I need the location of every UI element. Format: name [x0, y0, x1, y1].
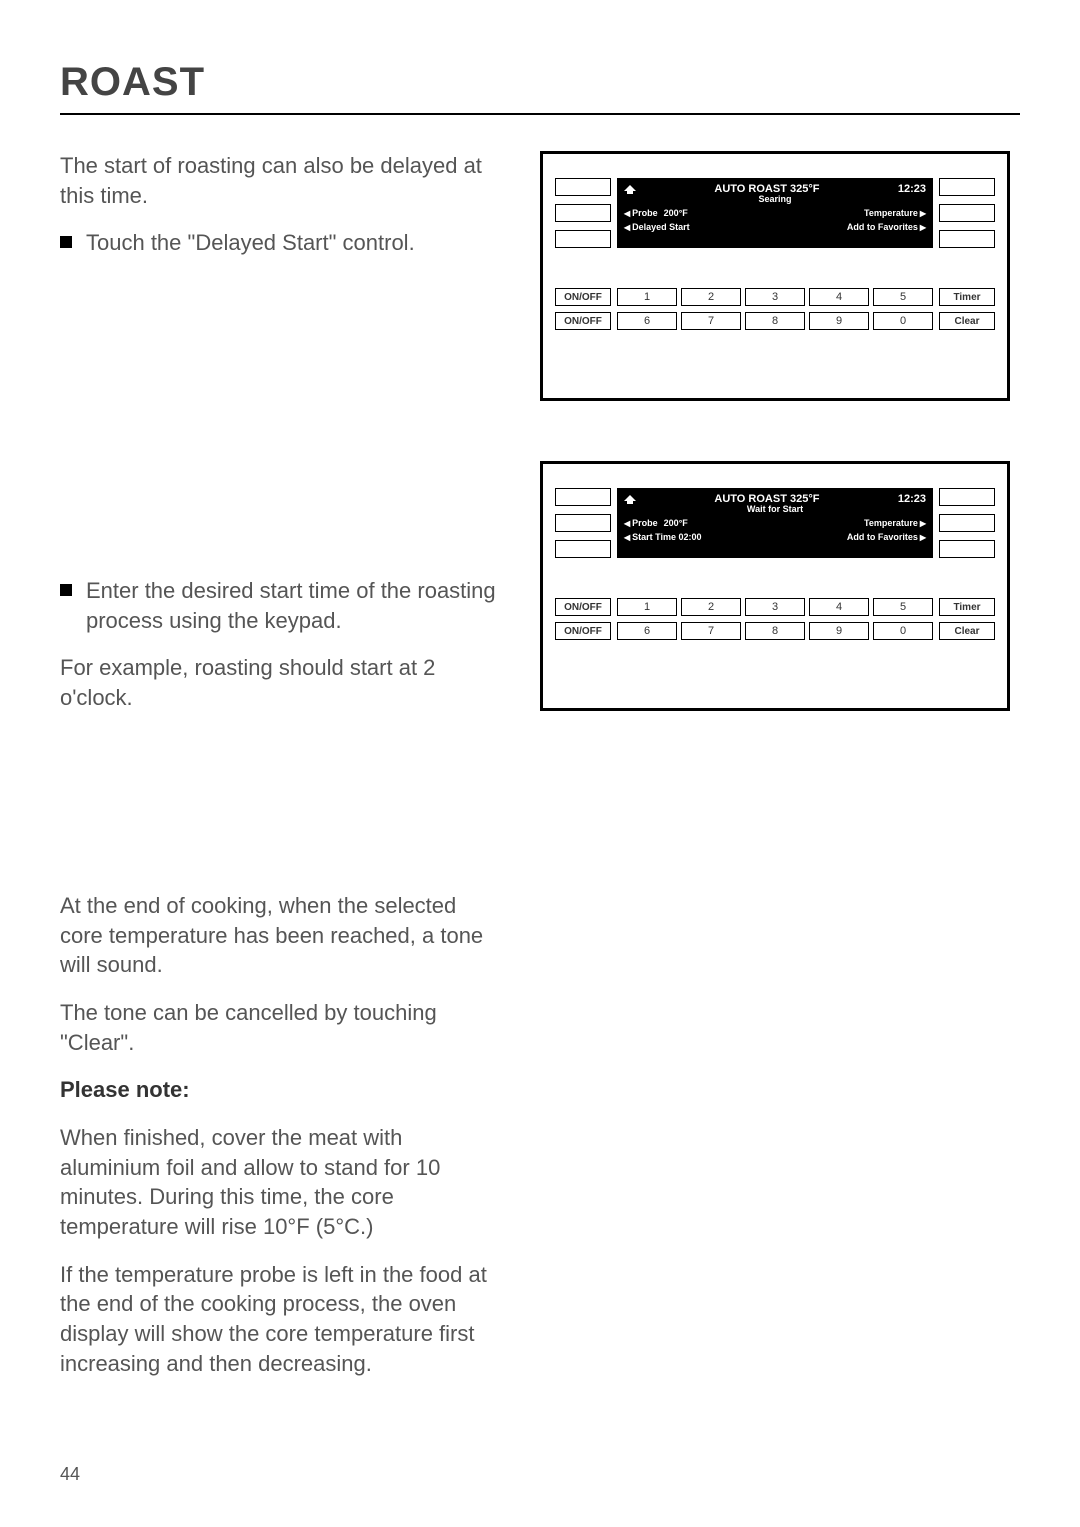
blank-button[interactable]	[555, 178, 611, 196]
probe-label: Probe	[624, 208, 658, 218]
blank-button[interactable]	[939, 488, 995, 506]
blank-button[interactable]	[939, 230, 995, 248]
right-button-stack	[939, 488, 995, 558]
left-column: The start of roasting can also be delaye…	[60, 151, 500, 1396]
note-para-1: When finished, cover the meat with alumi…	[60, 1123, 500, 1242]
blank-button[interactable]	[555, 514, 611, 532]
key-6[interactable]: 6	[617, 312, 677, 330]
display-subtitle: Searing	[624, 194, 926, 204]
blank-button[interactable]	[939, 540, 995, 558]
intro-text: The start of roasting can also be delaye…	[60, 151, 500, 210]
note-para-2: If the temperature probe is left in the …	[60, 1260, 500, 1379]
page-number: 44	[60, 1464, 80, 1485]
page-title: ROAST	[60, 60, 1020, 115]
key-9[interactable]: 9	[809, 312, 869, 330]
key-4[interactable]: 4	[809, 288, 869, 306]
onoff-button[interactable]: ON/OFF	[555, 288, 611, 306]
bullet-icon	[60, 236, 72, 248]
oven-display: AUTO ROAST 325°F 12:23 Wait for Start Pr…	[617, 488, 933, 558]
blank-button[interactable]	[555, 488, 611, 506]
key-5[interactable]: 5	[873, 288, 933, 306]
content-area: The start of roasting can also be delaye…	[60, 151, 1020, 1396]
left-button-stack	[555, 178, 611, 248]
end-cooking-text: At the end of cooking, when the selected…	[60, 891, 500, 980]
bullet-text-2: Enter the desired start time of the roas…	[86, 576, 500, 635]
key-2[interactable]: 2	[681, 288, 741, 306]
key-2[interactable]: 2	[681, 598, 741, 616]
keypad: 1 2 3 4 5 6 7 8 9 0	[617, 288, 933, 330]
probe-temp: 200°F	[664, 208, 688, 218]
start-time-label: Start Time 02:00	[624, 532, 702, 542]
blank-button[interactable]	[555, 204, 611, 222]
onoff-button[interactable]: ON/OFF	[555, 598, 611, 616]
bullet-icon	[60, 584, 72, 596]
temperature-label: Temperature	[864, 208, 926, 218]
right-button-stack	[939, 178, 995, 248]
oven-panel-1: AUTO ROAST 325°F 12:23 Searing Probe 200…	[540, 151, 1010, 401]
example-text: For example, roasting should start at 2 …	[60, 653, 500, 712]
probe-label: Probe	[624, 518, 658, 528]
key-0[interactable]: 0	[873, 312, 933, 330]
oven-display: AUTO ROAST 325°F 12:23 Searing Probe 200…	[617, 178, 933, 248]
key-1[interactable]: 1	[617, 288, 677, 306]
home-icon	[624, 183, 636, 195]
blank-button[interactable]	[555, 230, 611, 248]
display-clock: 12:23	[898, 183, 926, 195]
add-favorites-label: Add to Favorites	[847, 532, 926, 542]
blank-button[interactable]	[939, 514, 995, 532]
key-7[interactable]: 7	[681, 622, 741, 640]
note-heading: Please note:	[60, 1075, 500, 1105]
keypad: 1 2 3 4 5 6 7 8 9 0	[617, 598, 933, 640]
oven-panel-2: AUTO ROAST 325°F 12:23 Wait for Start Pr…	[540, 461, 1010, 711]
key-3[interactable]: 3	[745, 288, 805, 306]
right-column: AUTO ROAST 325°F 12:23 Searing Probe 200…	[540, 151, 1020, 1396]
probe-temp: 200°F	[664, 518, 688, 528]
blank-button[interactable]	[555, 540, 611, 558]
home-icon	[624, 493, 636, 505]
key-5[interactable]: 5	[873, 598, 933, 616]
bullet-item-2: Enter the desired start time of the roas…	[60, 576, 500, 635]
display-subtitle: Wait for Start	[624, 504, 926, 514]
key-6[interactable]: 6	[617, 622, 677, 640]
add-favorites-label: Add to Favorites	[847, 222, 926, 232]
key-8[interactable]: 8	[745, 312, 805, 330]
clear-button[interactable]: Clear	[939, 622, 995, 640]
bullet-text-1: Touch the "Delayed Start" control.	[86, 228, 415, 258]
blank-button[interactable]	[939, 204, 995, 222]
bullet-item-1: Touch the "Delayed Start" control.	[60, 228, 500, 258]
delayed-start-label: Delayed Start	[624, 222, 690, 232]
left-button-stack	[555, 488, 611, 558]
temperature-label: Temperature	[864, 518, 926, 528]
key-1[interactable]: 1	[617, 598, 677, 616]
key-9[interactable]: 9	[809, 622, 869, 640]
display-clock: 12:23	[898, 493, 926, 505]
blank-button[interactable]	[939, 178, 995, 196]
onoff-button[interactable]: ON/OFF	[555, 312, 611, 330]
clear-button[interactable]: Clear	[939, 312, 995, 330]
timer-button[interactable]: Timer	[939, 598, 995, 616]
key-0[interactable]: 0	[873, 622, 933, 640]
key-3[interactable]: 3	[745, 598, 805, 616]
tone-cancel-text: The tone can be cancelled by touching "C…	[60, 998, 500, 1057]
timer-button[interactable]: Timer	[939, 288, 995, 306]
key-4[interactable]: 4	[809, 598, 869, 616]
onoff-button[interactable]: ON/OFF	[555, 622, 611, 640]
key-8[interactable]: 8	[745, 622, 805, 640]
key-7[interactable]: 7	[681, 312, 741, 330]
